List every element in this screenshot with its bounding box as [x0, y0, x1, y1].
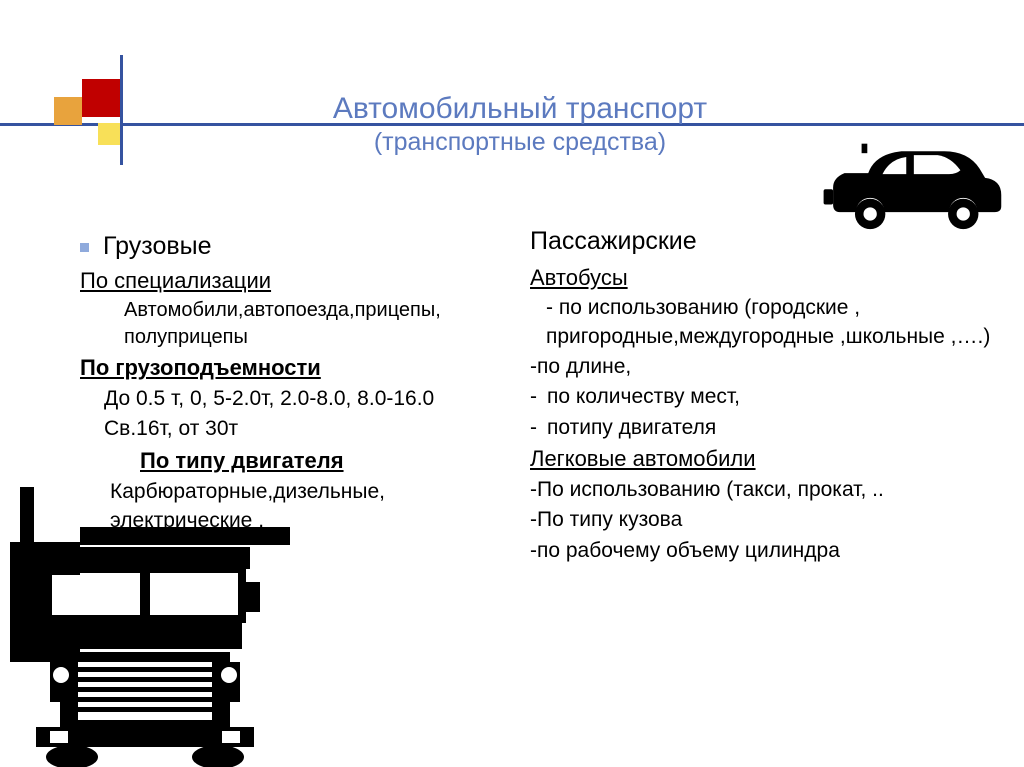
by-engine-row: -потипу двигателя [530, 414, 1010, 442]
right-column: Пассажирские Автобусы - по использованию… [530, 225, 1010, 567]
deco-square-red [82, 79, 120, 117]
by-length: -по длине, [530, 353, 1010, 381]
engine-label: По типу двигателя [140, 448, 344, 473]
left-heading: Грузовые [103, 232, 212, 260]
cars-use: -По использованию (такси, прокат, .. [530, 476, 1010, 504]
by-seats: по количеству мест, [547, 385, 740, 408]
slide-title-block: Автомобильный транспорт (транспортные ср… [200, 92, 840, 157]
buses-label: Автобусы [530, 263, 1010, 293]
cars-cyl: -по рабочему объему цилиндра [530, 537, 1010, 565]
car-icon [816, 130, 1006, 240]
cars-label: Легковые автомобили [530, 444, 1010, 474]
cars-body: -По типу кузова [530, 506, 1010, 534]
by-engine: потипу двигателя [547, 416, 716, 439]
truck-icon [0, 487, 290, 767]
load-text-1: До 0.5 т, 0, 5-2.0т, 2.0-8.0, 8.0-16.0 [80, 385, 500, 413]
left-heading-row: Грузовые [80, 230, 500, 264]
engine-label-row: По типу двигателя [80, 446, 500, 476]
buses-use: - по использованию (городские , пригород… [530, 294, 1010, 351]
slide-title: Автомобильный транспорт [200, 92, 840, 126]
slide-subtitle: (транспортные средства) [200, 128, 840, 157]
bullet-icon [80, 243, 89, 252]
load-label: По грузоподъемности [80, 353, 500, 383]
spec-text: Автомобили,автопоезда,прицепы, полуприце… [80, 297, 500, 351]
deco-square-yellow [98, 123, 120, 145]
spec-label: По специализации [80, 266, 500, 296]
load-text-2: Св.16т, от 30т [80, 415, 500, 443]
deco-square-orange [54, 97, 82, 125]
deco-vline [120, 55, 123, 165]
by-seats-row: -по количеству мест, [530, 383, 1010, 411]
